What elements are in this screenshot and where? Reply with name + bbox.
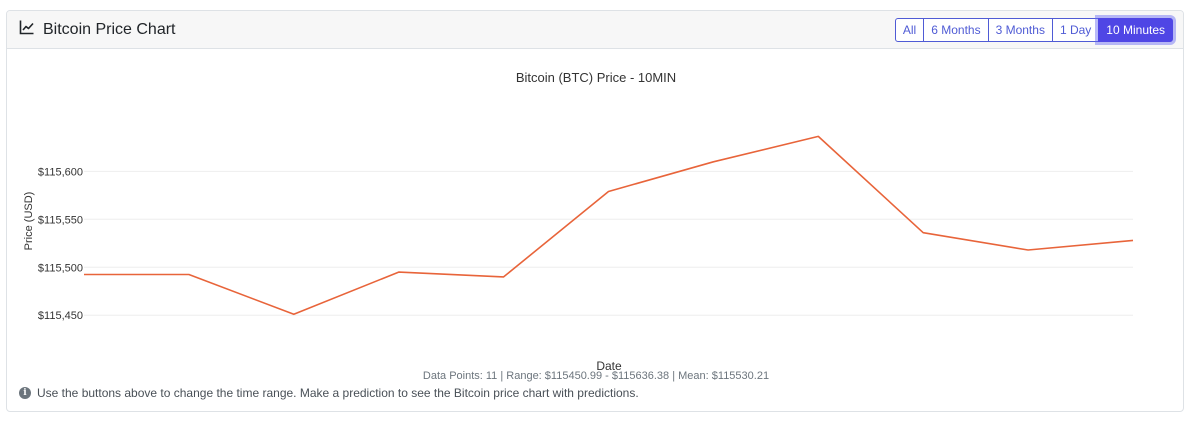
time-range-buttons: All 6 Months 3 Months 1 Day 10 Minutes [894, 17, 1173, 42]
range-3-months-button[interactable]: 3 Months [987, 17, 1053, 42]
info-circle-icon: i [19, 387, 31, 399]
line-chart-icon [19, 19, 35, 40]
help-note-text: Use the buttons above to change the time… [37, 386, 639, 400]
help-note: i Use the buttons above to change the ti… [19, 386, 639, 400]
card-title: Bitcoin Price Chart [19, 19, 176, 40]
price-series-line[interactable] [84, 135, 1134, 316]
range-all-button[interactable]: All [894, 17, 925, 42]
chart-area: Bitcoin (BTC) Price - 10MIN $115,450 $115… [7, 49, 1184, 373]
card-title-text: Bitcoin Price Chart [43, 20, 176, 38]
y-tick-label: $115,550 [38, 214, 83, 226]
card-header: Bitcoin Price Chart All 6 Months 3 Month… [7, 11, 1183, 49]
y-tick-label: $115,450 [38, 310, 83, 322]
y-tick-label: $115,500 [38, 262, 83, 274]
y-tick-label: $115,600 [38, 166, 83, 178]
range-10-minutes-button[interactable]: 10 Minutes [1098, 17, 1173, 42]
range-1-day-button[interactable]: 1 Day [1051, 17, 1100, 42]
price-line-chart[interactable]: Bitcoin (BTC) Price - 10MIN $115,450 $115… [7, 49, 1184, 373]
chart-title: Bitcoin (BTC) Price - 10MIN [516, 70, 676, 85]
price-chart-card: Bitcoin Price Chart All 6 Months 3 Month… [6, 10, 1184, 412]
data-stats: Data Points: 11 | Range: $115450.99 - $1… [422, 370, 770, 382]
x-axis-label: Date [596, 359, 622, 373]
range-6-months-button[interactable]: 6 Months [923, 17, 989, 42]
y-axis-label: Price (USD) [23, 192, 35, 251]
